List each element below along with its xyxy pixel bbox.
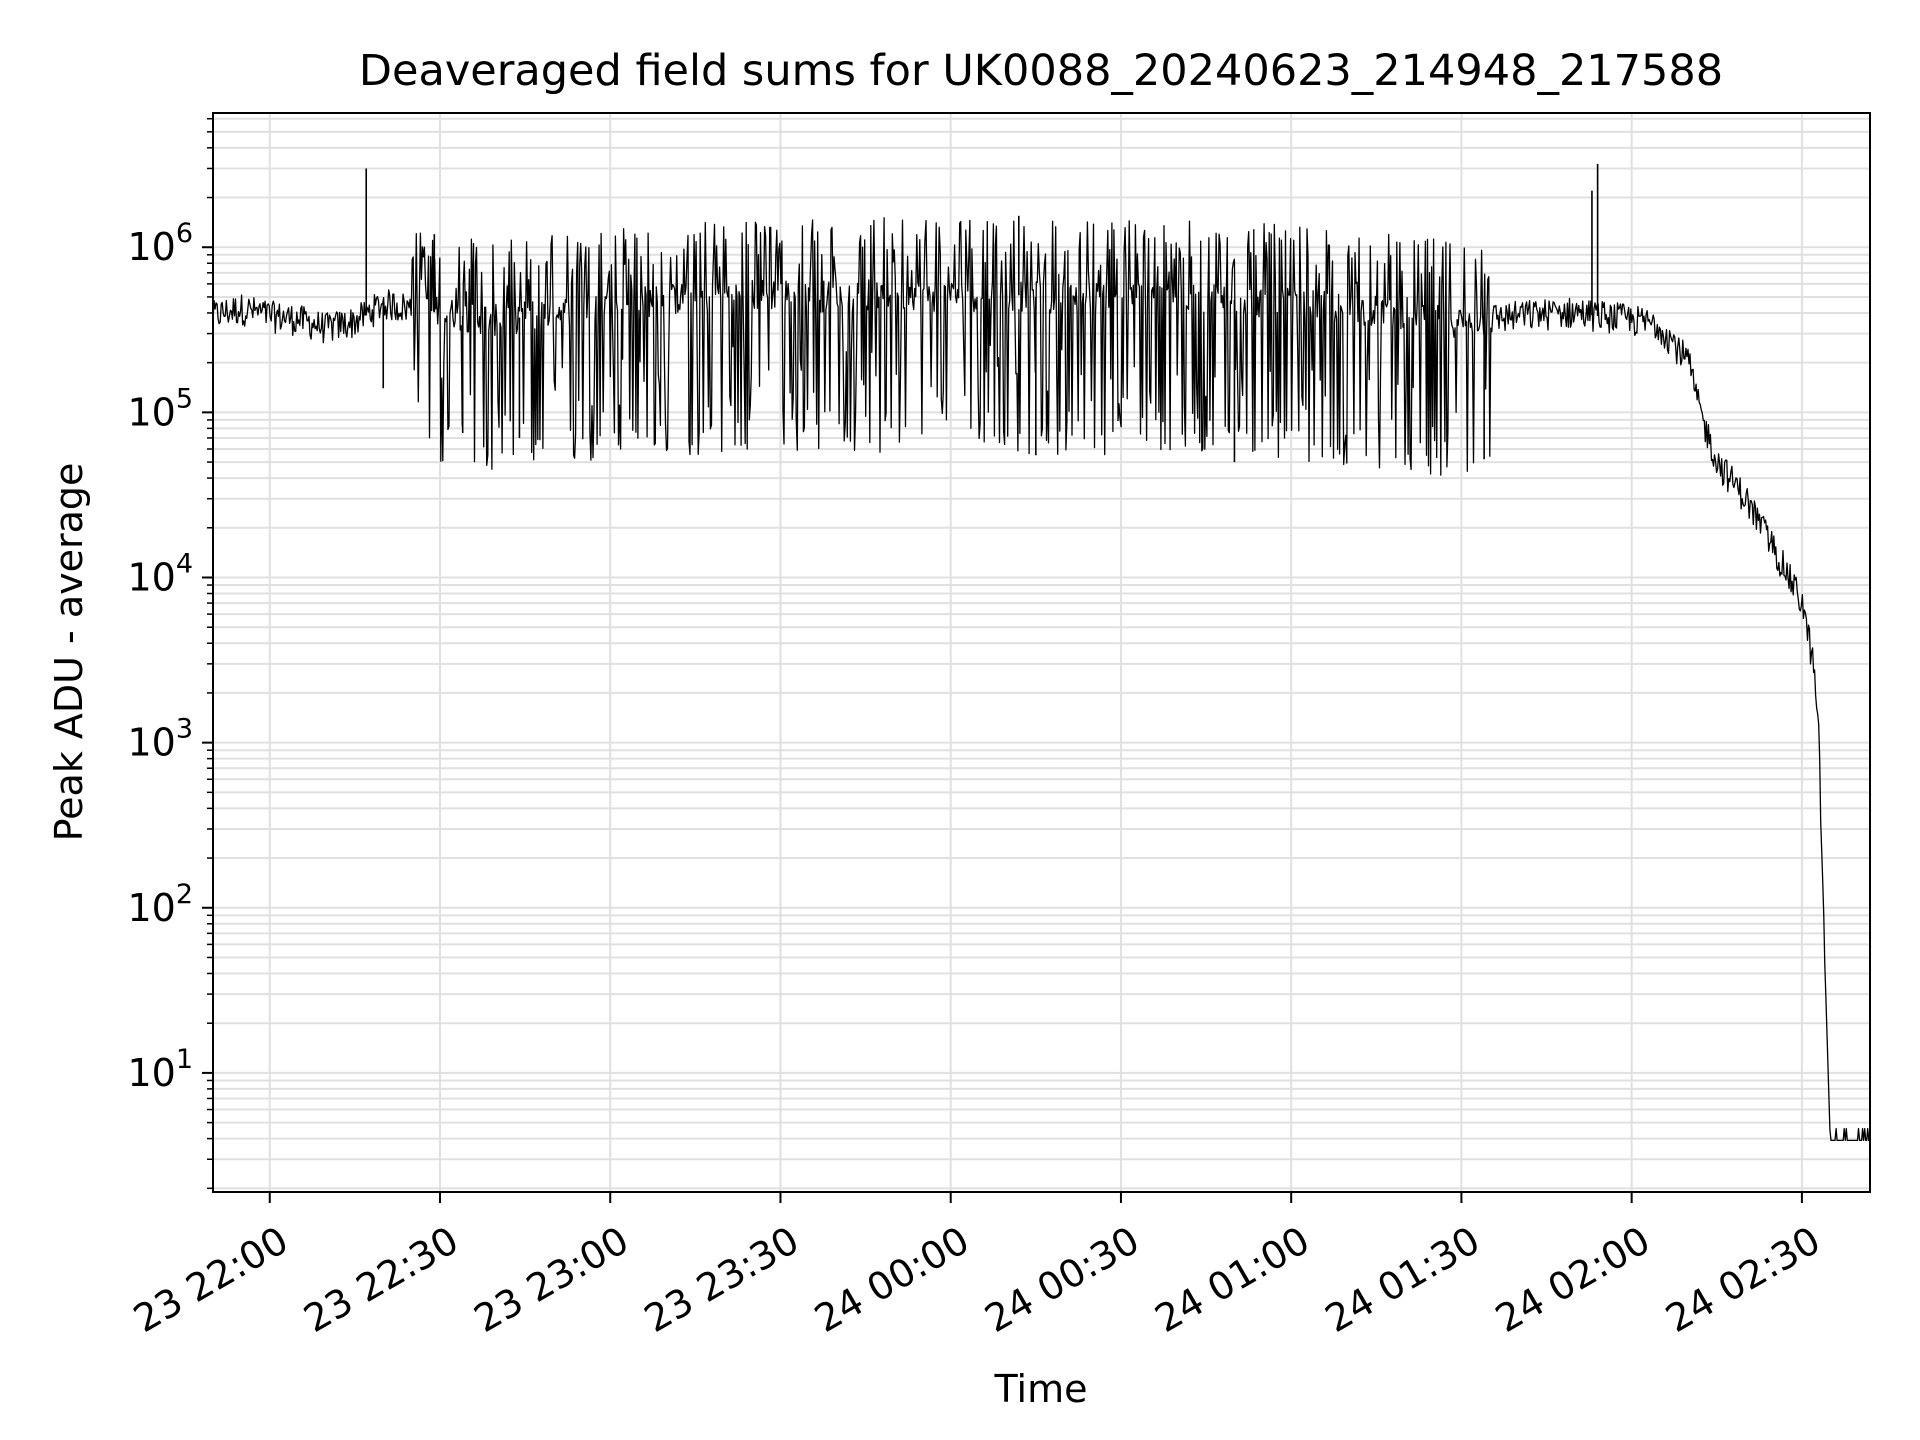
- y-tick-label: 106: [127, 218, 193, 269]
- series-line: [212, 217, 1870, 1142]
- data-series: [212, 163, 1870, 1142]
- y-axis-label: Peak ADU - average: [47, 463, 91, 842]
- plot-frame: [212, 112, 1871, 1193]
- x-axis-label: Time: [994, 1367, 1088, 1411]
- y-tick-label: 102: [127, 879, 193, 930]
- y-tick-label: 101: [127, 1044, 193, 1095]
- chart-title: Deaveraged field sums for UK0088_2024062…: [359, 46, 1723, 96]
- y-tick-label: 103: [127, 714, 193, 765]
- y-axis-ticks: 101 102 103 104 105 106: [127, 117, 213, 1190]
- y-tick-label: 104: [127, 549, 193, 600]
- y-tick-label: 105: [127, 383, 193, 434]
- grid-lines: [213, 113, 1870, 1192]
